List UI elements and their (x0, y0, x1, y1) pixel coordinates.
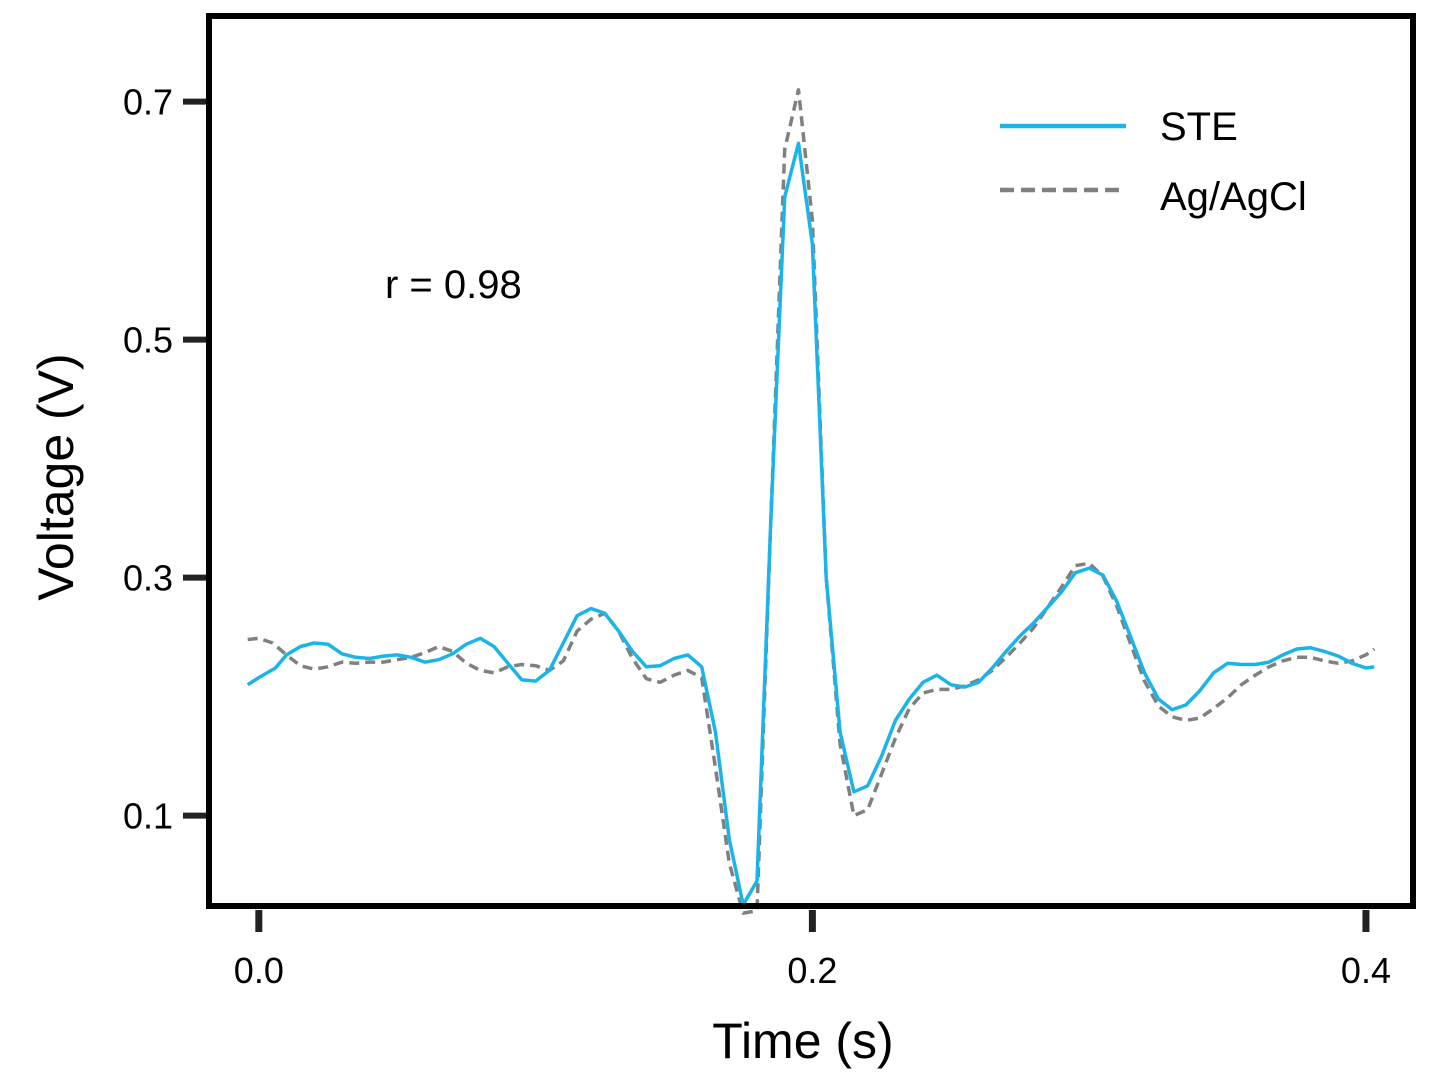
y-tick-label: 0.1 (123, 796, 173, 837)
y-tick-label: 0.3 (123, 558, 173, 599)
legend-label-ste: STE (1160, 105, 1238, 149)
y-axis-title: Voltage (V) (28, 353, 84, 600)
legend: STE Ag/AgCl (1000, 105, 1307, 219)
legend-label-ag-agcl: Ag/AgCl (1160, 175, 1307, 219)
x-tick-label: 0.4 (1341, 950, 1391, 991)
y-tick-label: 0.5 (123, 320, 173, 361)
plot-area (246, 88, 1376, 915)
series-line-ag-agcl (247, 88, 1376, 915)
x-tick-label: 0.2 (787, 950, 837, 991)
series-line-ste (246, 141, 1375, 907)
correlation-annotation: r = 0.98 (385, 263, 522, 307)
plot-frame (206, 13, 1416, 909)
x-tick-label: 0.0 (234, 950, 284, 991)
y-tick-label: 0.7 (123, 82, 173, 123)
axis-ticks: 0.1 0.3 0.5 0.7 0.0 0.2 0.4 (123, 82, 1391, 991)
x-axis-title: Time (s) (712, 1013, 893, 1069)
